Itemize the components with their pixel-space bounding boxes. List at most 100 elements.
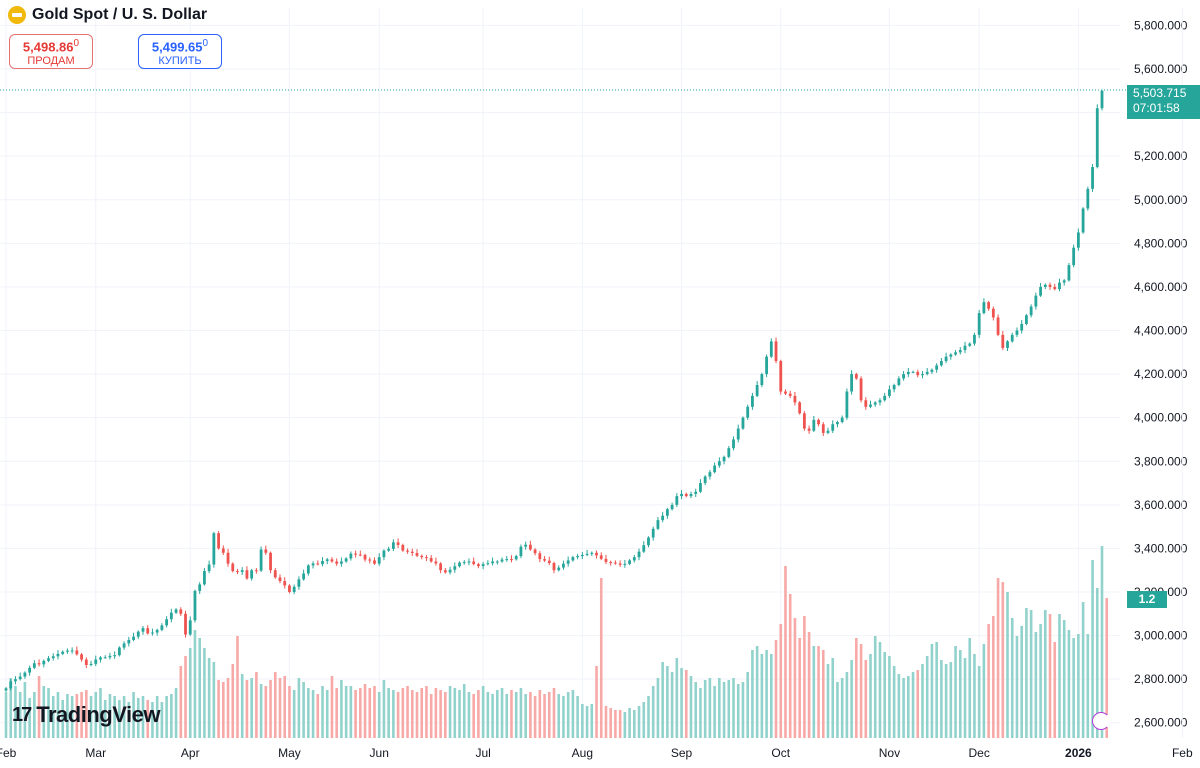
volume-bar xyxy=(217,680,220,738)
volume-bar xyxy=(836,682,839,738)
volume-bar xyxy=(316,694,320,738)
candle-body xyxy=(198,584,202,591)
x-tick-label: Oct xyxy=(771,746,790,760)
candle-body xyxy=(845,391,849,418)
candle-body xyxy=(732,439,735,449)
candle-body xyxy=(722,456,726,462)
candle-body xyxy=(1062,280,1066,283)
candle-body xyxy=(61,651,65,654)
volume-bar xyxy=(496,690,499,738)
volume-bar xyxy=(585,706,589,738)
candle-body xyxy=(23,672,27,677)
candle-body xyxy=(510,559,513,561)
candle-body xyxy=(958,350,962,353)
candle-body xyxy=(368,559,372,561)
candle-body xyxy=(921,374,924,376)
volume-bar xyxy=(803,616,806,738)
candle-body xyxy=(495,561,499,563)
candle-body xyxy=(325,559,329,562)
volume-bar xyxy=(89,696,93,738)
candle-body xyxy=(505,559,509,561)
candle-body xyxy=(358,554,362,556)
candle-body xyxy=(136,631,140,637)
volume-bar xyxy=(236,636,239,738)
tradingview-logo[interactable]: 17 TradingView xyxy=(12,702,160,728)
candle-body xyxy=(462,562,466,564)
candle-body xyxy=(514,556,518,560)
candle-body xyxy=(410,551,414,553)
volume-bar xyxy=(614,710,617,738)
candle-body xyxy=(217,533,220,549)
volume-bar xyxy=(1048,614,1052,738)
candle-body xyxy=(1029,306,1033,316)
volume-bar xyxy=(703,680,707,738)
candle-body xyxy=(930,369,934,372)
reload-icon[interactable] xyxy=(1092,712,1110,730)
volume-bar xyxy=(869,654,872,738)
volume-bar xyxy=(1067,630,1071,738)
volume-bar xyxy=(817,646,820,738)
volume-bar xyxy=(18,692,22,738)
candle-body xyxy=(1006,341,1009,348)
candle-body xyxy=(883,395,887,401)
volume-bar xyxy=(472,694,475,738)
volume-bar xyxy=(103,700,107,738)
volume-bar xyxy=(581,704,584,738)
candle-body xyxy=(661,515,665,521)
volume-bar xyxy=(170,694,173,738)
x-tick-label: Apr xyxy=(181,746,200,760)
volume-bar xyxy=(821,650,825,738)
candle-body xyxy=(207,564,211,572)
candle-body xyxy=(14,679,17,682)
candle-body xyxy=(481,564,485,567)
candle-body xyxy=(717,461,721,466)
candle-body xyxy=(122,643,126,648)
candle-body xyxy=(70,650,74,652)
tradingview-logo-text: TradingView xyxy=(36,702,160,727)
buy-button[interactable]: 5,499.650 КУПИТЬ xyxy=(138,34,222,69)
volume-bar xyxy=(273,672,277,738)
volume-bar xyxy=(968,638,972,738)
candle-body xyxy=(75,650,79,655)
volume-bar xyxy=(165,696,168,738)
candle-body xyxy=(254,570,258,572)
candle-body xyxy=(1043,284,1047,287)
candle-body xyxy=(656,520,660,529)
candle-body xyxy=(344,558,348,562)
candle-body xyxy=(377,557,381,564)
sell-button[interactable]: 5,498.860 ПРОДАМ xyxy=(9,34,93,69)
volume-bar xyxy=(505,694,509,738)
volume-bar xyxy=(618,710,622,738)
candle-body xyxy=(604,558,608,562)
volume-bar xyxy=(377,692,381,738)
y-tick-label: 3,600.000 xyxy=(1134,498,1188,512)
volume-bar xyxy=(259,684,263,738)
volume-bar xyxy=(779,624,783,738)
candle-body xyxy=(713,465,717,473)
candle-body xyxy=(585,553,589,555)
candle-body xyxy=(188,620,192,635)
candle-body xyxy=(519,546,523,557)
candle-body xyxy=(562,563,565,568)
candle-body xyxy=(221,548,225,553)
symbol-title[interactable]: Gold Spot / U. S. Dollar xyxy=(32,6,208,23)
volume-bar xyxy=(321,686,324,738)
volume-bar xyxy=(245,680,249,738)
x-tick-label: Jun xyxy=(370,746,389,760)
candle-body xyxy=(212,533,216,565)
candle-body xyxy=(18,676,22,680)
candle-body xyxy=(793,395,797,403)
volume-bar xyxy=(519,688,523,738)
volume-bar xyxy=(954,646,957,738)
volume-bar xyxy=(99,688,102,738)
candle-body xyxy=(1025,315,1028,324)
candle-body xyxy=(203,571,206,585)
candle-body xyxy=(1034,295,1038,307)
volume-bar xyxy=(1072,638,1075,738)
candle-body xyxy=(977,313,981,335)
candle-body xyxy=(670,504,674,510)
volume-bar xyxy=(784,566,787,738)
volume-bar xyxy=(656,678,660,738)
candle-body xyxy=(684,493,688,497)
